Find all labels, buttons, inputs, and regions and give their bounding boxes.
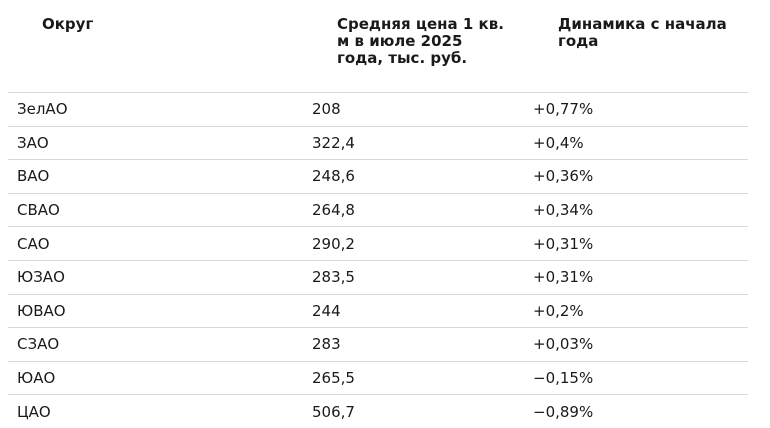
cell-dynamics: +0,77% <box>533 100 594 119</box>
cell-okrug: ЮАО <box>17 369 56 388</box>
cell-okrug: САО <box>17 234 50 253</box>
cell-dynamics: +0,36% <box>533 167 594 186</box>
column-header-dynamics: Динамика с начала года <box>558 15 727 50</box>
cell-okrug: ЗАО <box>17 133 49 152</box>
cell-okrug: ВАО <box>17 167 50 186</box>
cell-price: 283 <box>312 335 341 354</box>
cell-okrug: СЗАО <box>17 335 60 354</box>
table-row: СВАО 264,8 +0,34% <box>8 194 748 228</box>
table-body: ЗелАО 208 +0,77% ЗАО 322,4 +0,4% ВАО 248… <box>8 93 748 428</box>
table-row: СЗАО 283 +0,03% <box>8 328 748 362</box>
cell-dynamics: +0,31% <box>533 234 594 253</box>
table-row: ЗАО 322,4 +0,4% <box>8 127 748 161</box>
table-row: ЮЗАО 283,5 +0,31% <box>8 261 748 295</box>
cell-dynamics: +0,34% <box>533 201 594 220</box>
cell-okrug: ЮЗАО <box>17 268 65 287</box>
cell-price: 244 <box>312 301 341 320</box>
cell-dynamics: +0,2% <box>533 301 584 320</box>
cell-dynamics: −0,15% <box>533 369 594 388</box>
cell-dynamics: +0,4% <box>533 133 584 152</box>
cell-price: 265,5 <box>312 369 355 388</box>
cell-price: 264,8 <box>312 201 355 220</box>
cell-price: 248,6 <box>312 167 355 186</box>
table-row: ЮВАО 244 +0,2% <box>8 295 748 329</box>
cell-okrug: ЮВАО <box>17 301 66 320</box>
column-header-price: Средняя цена 1 кв. м в июле 2025 года, т… <box>337 15 504 67</box>
table-row: ЗелАО 208 +0,77% <box>8 93 748 127</box>
cell-dynamics: +0,03% <box>533 335 594 354</box>
cell-price: 283,5 <box>312 268 355 287</box>
table-row: ВАО 248,6 +0,36% <box>8 160 748 194</box>
cell-price: 506,7 <box>312 402 355 421</box>
table-header: Округ Средняя цена 1 кв. м в июле 2025 г… <box>8 0 748 93</box>
table-row: ЦАО 506,7 −0,89% <box>8 395 748 428</box>
price-table: Округ Средняя цена 1 кв. м в июле 2025 г… <box>8 0 748 428</box>
cell-okrug: ЗелАО <box>17 100 68 119</box>
cell-dynamics: +0,31% <box>533 268 594 287</box>
table-row: САО 290,2 +0,31% <box>8 227 748 261</box>
cell-okrug: ЦАО <box>17 402 51 421</box>
column-header-okrug: Округ <box>42 15 94 33</box>
table-row: ЮАО 265,5 −0,15% <box>8 362 748 396</box>
cell-price: 208 <box>312 100 341 119</box>
cell-price: 322,4 <box>312 133 355 152</box>
cell-dynamics: −0,89% <box>533 402 594 421</box>
cell-price: 290,2 <box>312 234 355 253</box>
cell-okrug: СВАО <box>17 201 60 220</box>
